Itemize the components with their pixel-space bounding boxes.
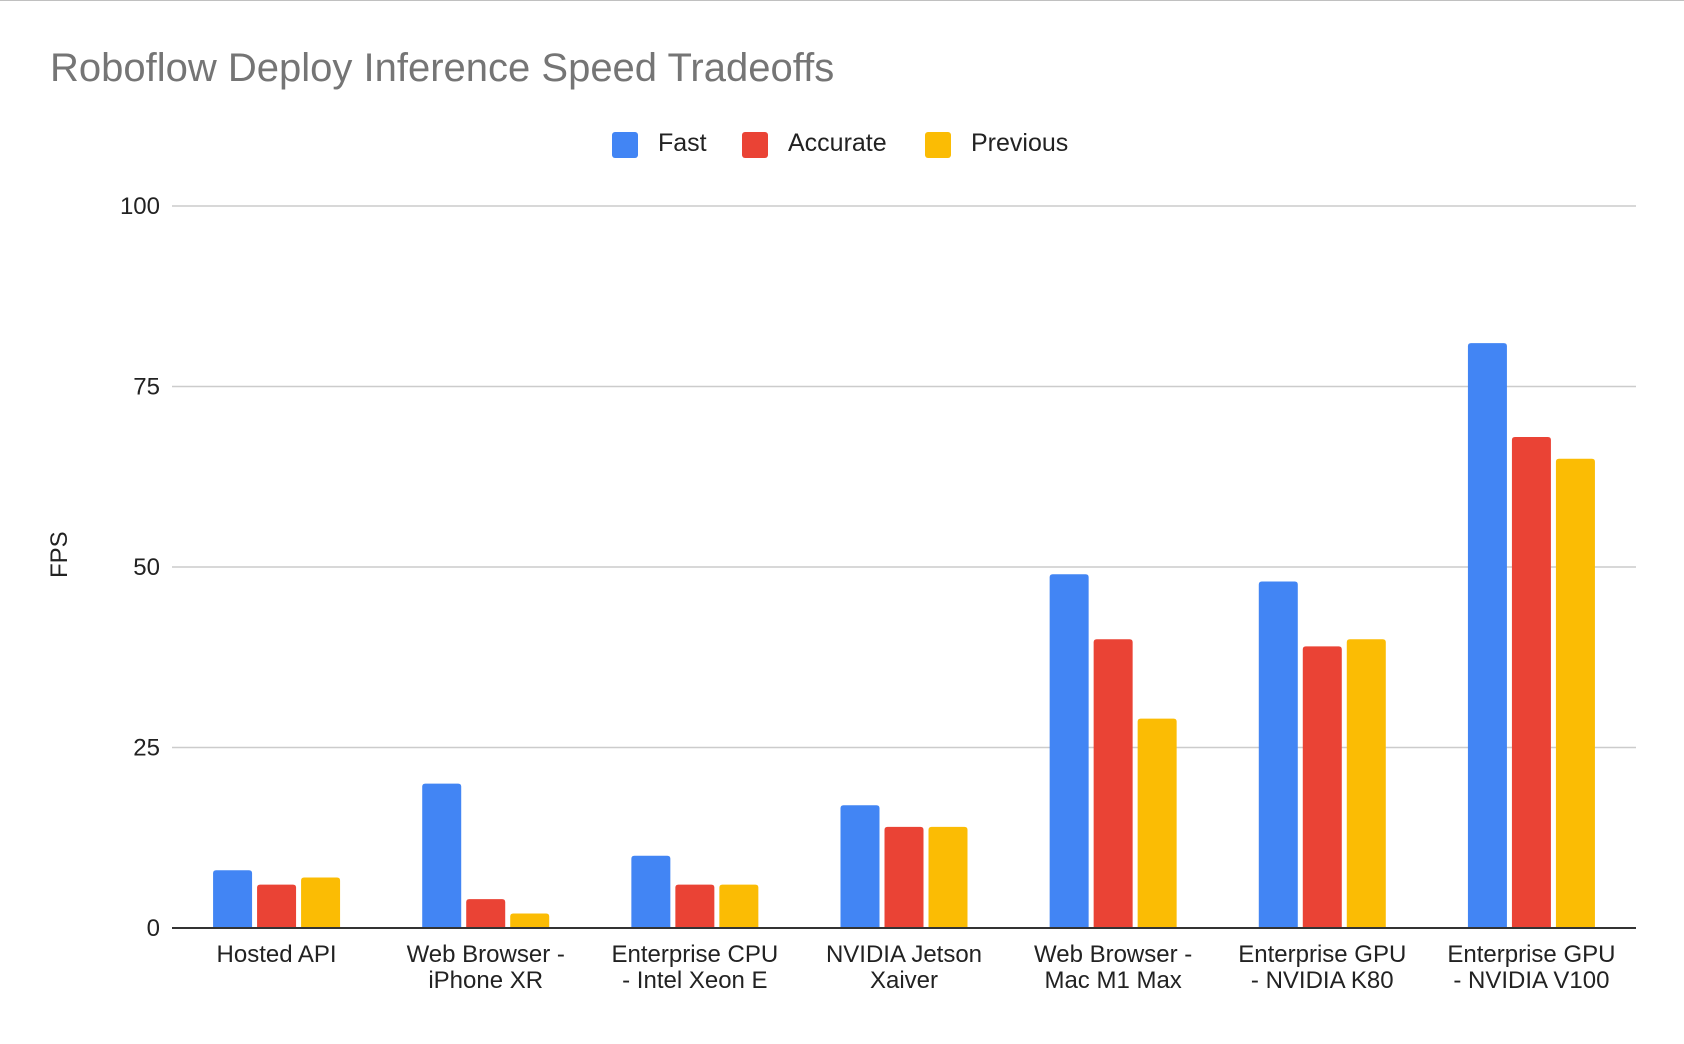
gridlines <box>172 205 1636 749</box>
x-tick-label: NVIDIA Jetson <box>826 941 982 968</box>
bar-previous-2[interactable] <box>719 884 759 928</box>
x-tick-label: Enterprise CPU <box>611 941 778 968</box>
x-tick-label: Enterprise GPU <box>1447 941 1615 968</box>
legend-swatch-previous <box>925 132 951 158</box>
chart-title: Roboflow Deploy Inference Speed Tradeoff… <box>50 46 835 90</box>
legend-swatch-fast <box>612 132 638 158</box>
bars <box>213 343 1595 928</box>
y-tick-label: 50 <box>133 554 160 581</box>
legend: Fast Accurate Previous <box>0 125 1684 165</box>
bar-fast-4[interactable] <box>1049 574 1089 928</box>
legend-swatch-accurate <box>742 132 768 158</box>
legend-label-previous: Previous <box>971 129 1069 157</box>
y-tick-label: 25 <box>133 735 160 762</box>
bar-accurate-6[interactable] <box>1511 437 1551 928</box>
bar-accurate-4[interactable] <box>1093 639 1133 928</box>
legend-label-accurate: Accurate <box>788 129 887 157</box>
top-border <box>0 0 1684 1</box>
x-tick-label: Hosted API <box>217 941 337 968</box>
bar-accurate-5[interactable] <box>1302 646 1342 928</box>
x-tick-label: - NVIDIA K80 <box>1251 967 1394 994</box>
bar-fast-1[interactable] <box>422 783 462 928</box>
x-tick-label: Xaiver <box>870 967 938 994</box>
bar-previous-1[interactable] <box>510 913 550 928</box>
bar-accurate-2[interactable] <box>675 884 715 928</box>
bar-previous-3[interactable] <box>928 826 968 928</box>
bar-previous-4[interactable] <box>1137 718 1177 928</box>
bar-fast-5[interactable] <box>1258 581 1298 928</box>
y-tick-label: 100 <box>120 193 160 220</box>
bar-fast-6[interactable] <box>1467 343 1507 928</box>
bar-previous-0[interactable] <box>301 877 341 928</box>
x-tick-labels: Hosted API Web Browser -iPhone XREnterpri… <box>217 941 1616 994</box>
y-tick-label: 75 <box>133 374 160 401</box>
y-tick-label: 0 <box>147 915 160 942</box>
bar-fast-3[interactable] <box>840 805 880 928</box>
bar-fast-2[interactable] <box>631 855 671 928</box>
bar-previous-6[interactable] <box>1555 458 1595 928</box>
bar-fast-0[interactable] <box>213 870 253 928</box>
bar-previous-5[interactable] <box>1346 639 1386 928</box>
x-tick-label: Web Browser - <box>407 941 565 968</box>
x-tick-label: Web Browser - <box>1034 941 1192 968</box>
y-tick-labels: 0 25 50 75 100 <box>120 193 160 942</box>
x-tick-label: iPhone XR <box>428 967 543 994</box>
x-tick-label: Enterprise GPU <box>1238 941 1406 968</box>
bar-accurate-1[interactable] <box>466 899 506 928</box>
x-tick-label: Mac M1 Max <box>1044 967 1181 994</box>
bar-accurate-0[interactable] <box>257 884 297 928</box>
y-axis-label: FPS <box>46 531 73 578</box>
bar-accurate-3[interactable] <box>884 826 924 928</box>
x-tick-label: - NVIDIA V100 <box>1453 967 1609 994</box>
x-tick-label: - Intel Xeon E <box>622 967 767 994</box>
legend-label-fast: Fast <box>658 129 707 157</box>
